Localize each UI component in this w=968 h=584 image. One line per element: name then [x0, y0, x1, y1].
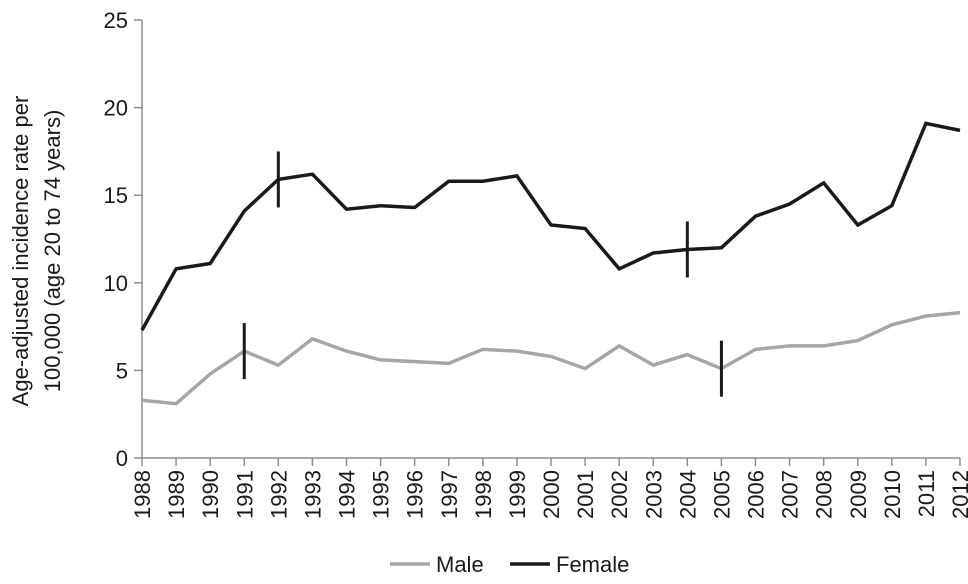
x-tick-label-1988: 1988: [130, 470, 155, 519]
x-tick-label-1993: 1993: [300, 470, 325, 519]
x-tick-label-2010: 2010: [880, 470, 905, 519]
series-line-male: [141, 310, 961, 406]
y-tick-label-0: 0: [116, 446, 128, 471]
x-tick-label-2012: 2012: [948, 470, 968, 519]
y-tick-label-20: 20: [104, 96, 128, 121]
x-tick-label-2007: 2007: [778, 470, 803, 519]
y-axis-title: Age-adjusted incidence rate per 100,000 (…: [8, 96, 65, 407]
y-tick-label-25: 25: [104, 8, 128, 33]
x-tick-label-1994: 1994: [335, 470, 360, 519]
series-line-female: [140, 121, 961, 331]
x-tick-label-2009: 2009: [846, 470, 871, 519]
y-axis: 0 5 10 15 20 25: [104, 8, 143, 471]
y-tick-label-10: 10: [104, 271, 128, 296]
x-tick-label-1992: 1992: [266, 470, 291, 519]
y-tick-label-15: 15: [104, 183, 128, 208]
series-female: [140, 121, 961, 331]
legend: Male Female: [390, 552, 629, 577]
legend-label-female: Female: [556, 552, 629, 577]
y-axis-title-line-2: 100,000 (age 20 to 74 years): [40, 110, 65, 393]
x-tick-label-1989: 1989: [164, 470, 189, 519]
x-tick-label-1996: 1996: [403, 470, 428, 519]
x-tick-label-1997: 1997: [437, 470, 462, 519]
x-tick-label-2002: 2002: [607, 470, 632, 519]
x-tick-label-1991: 1991: [232, 470, 257, 519]
x-tick-label-1990: 1990: [198, 470, 223, 519]
x-tick-label-2006: 2006: [744, 470, 769, 519]
x-tick-label-2011: 2011: [914, 470, 939, 517]
legend-label-male: Male: [436, 552, 484, 577]
x-tick-label-2005: 2005: [709, 470, 734, 519]
x-tick-label-1999: 1999: [505, 470, 530, 519]
x-tick-label-1998: 1998: [471, 470, 496, 519]
x-tick-label-2001: 2001: [573, 470, 598, 519]
series-layer: [140, 121, 961, 406]
x-tick-label-2008: 2008: [812, 470, 837, 519]
y-tick-label-5: 5: [116, 358, 128, 383]
x-axis: 1988 1989 1990 1991 1992 1993 1994 1995 1996 1997…: [130, 457, 968, 519]
series-male: [141, 310, 961, 406]
y-axis-title-line-1: Age-adjusted incidence rate per: [8, 96, 33, 407]
x-tick-label-2000: 2000: [539, 470, 564, 519]
x-tick-label-2004: 2004: [675, 470, 700, 519]
x-tick-label-1995: 1995: [369, 470, 394, 519]
x-tick-label-2003: 2003: [641, 470, 666, 519]
